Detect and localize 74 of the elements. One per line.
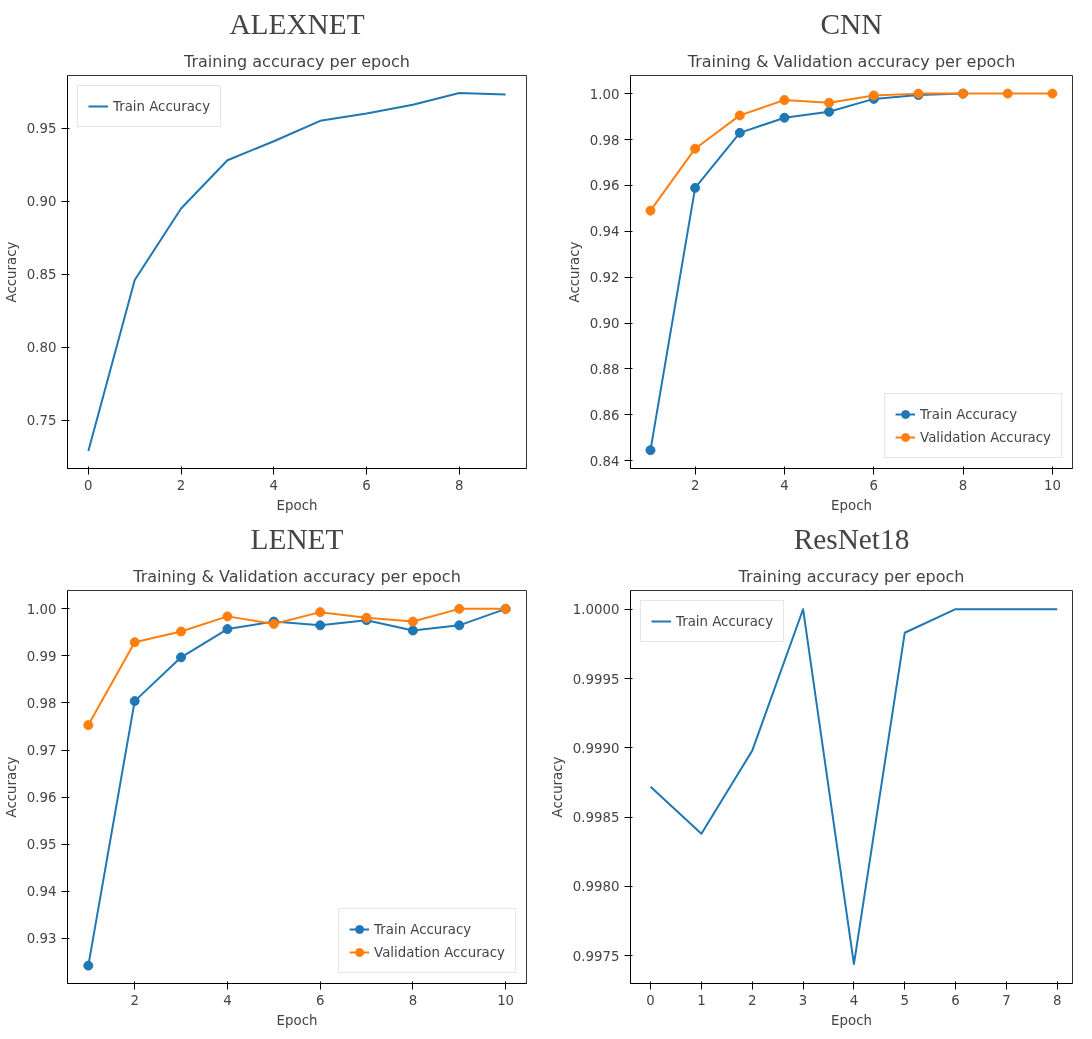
legend-label: Validation Accuracy [374,944,505,960]
y-axis-title: Accuracy [549,756,565,818]
x-tick-label: 8 [408,992,418,1008]
x-tick-label: 0 [646,992,655,1008]
y-tick-label: 0.98 [589,132,620,148]
x-tick-label: 6 [362,477,371,493]
x-axis-title: Epoch [276,497,318,513]
y-tick-label: 1.00 [589,86,620,102]
x-tick-label: 4 [223,992,232,1008]
y-tick-label: 0.93 [26,931,57,947]
y-tick-label: 0.9975 [572,948,620,964]
y-tick-label: 0.92 [589,270,620,286]
y-tick-label: 0.95 [26,121,57,137]
x-tick-label: 8 [1053,992,1062,1008]
x-tick-label: 10 [497,992,515,1008]
x-tick-label: 5 [900,992,909,1008]
y-tick-label: 0.90 [26,194,57,210]
y-tick-label: 0.9985 [572,810,620,826]
x-tick-label: 6 [869,477,879,493]
y-tick-label: 0.96 [589,178,620,194]
x-tick-label: 6 [315,992,325,1008]
x-tick-label: 10 [1043,477,1061,493]
chart-title: LENET [250,522,344,555]
y-tick-label: 0.84 [589,453,620,469]
y-axis-title: Accuracy [3,756,19,818]
x-tick-label: 2 [748,992,757,1008]
x-tick-label: 4 [849,992,859,1008]
chart-subtitle: Training accuracy per epoch [183,51,410,71]
x-tick-label: 1 [697,992,706,1008]
x-axis-title: Epoch [831,1012,872,1028]
y-tick-label: 1.00 [26,601,57,617]
legend-label: Validation Accuracy [920,429,1051,445]
chart-title: ResNet18 [793,522,910,555]
legend-label: Train Accuracy [920,406,1018,422]
x-tick-label: 6 [951,992,960,1008]
legend-label: Train Accuracy [676,613,774,629]
y-tick-label: 0.96 [26,790,57,806]
x-tick-label: 7 [1002,992,1011,1008]
y-tick-label: 0.86 [589,407,620,423]
x-tick-label: 2 [176,477,186,493]
y-tick-label: 1.0000 [572,602,620,618]
y-tick-label: 0.94 [589,224,620,240]
y-tick-label: 0.85 [26,267,57,283]
y-tick-label: 0.99 [26,648,57,664]
y-axis-title: Accuracy [3,241,19,303]
x-tick-label: 4 [780,477,789,493]
chart-subtitle: Training accuracy per epoch [737,566,965,586]
x-axis-title: Epoch [831,497,872,513]
y-tick-label: 0.75 [26,413,57,429]
y-tick-label: 0.80 [26,340,57,356]
legend-label: Train Accuracy [374,921,472,937]
x-tick-label: 2 [690,477,700,493]
y-tick-label: 0.9990 [572,740,620,756]
y-tick-label: 0.95 [26,837,57,853]
x-tick-label: 8 [958,477,968,493]
chart-subtitle: Training & Validation accuracy per epoch [132,566,461,586]
legend-label: Train Accuracy [113,98,211,114]
y-tick-label: 0.98 [26,695,57,711]
x-tick-label: 2 [130,992,139,1008]
y-tick-label: 0.90 [589,316,620,332]
x-tick-label: 8 [455,477,464,493]
y-tick-label: 0.88 [589,361,620,377]
x-tick-label: 0 [84,477,93,493]
x-tick-label: 3 [798,992,808,1008]
x-tick-label: 4 [269,477,279,493]
chart-title: ALEXNET [229,7,365,40]
chart-subtitle: Training & Validation accuracy per epoch [686,51,1016,71]
chart-title: CNN [820,7,883,40]
y-axis-title: Accuracy [566,241,582,303]
x-axis-title: Epoch [276,1012,318,1028]
y-tick-label: 0.94 [26,884,57,900]
y-tick-label: 0.97 [26,743,57,759]
y-tick-label: 0.9995 [572,671,620,687]
y-tick-label: 0.9980 [572,879,620,895]
